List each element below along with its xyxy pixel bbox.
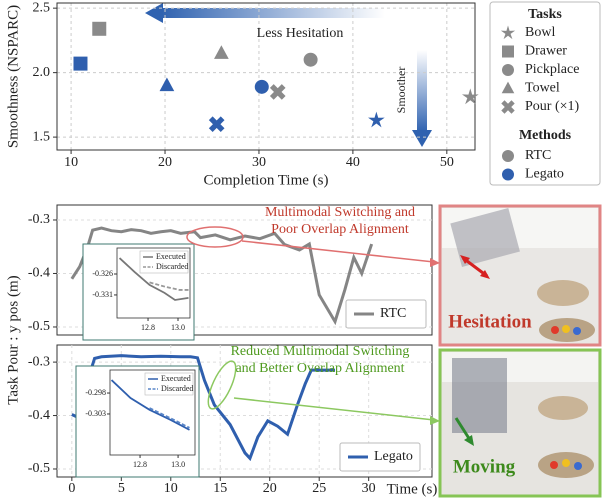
x-tick-label: 20 (158, 155, 172, 170)
point (214, 45, 229, 59)
legend-label: Discarded (161, 384, 193, 393)
legend-title: Methods (519, 128, 572, 143)
connector-head (430, 416, 440, 425)
connector (241, 240, 435, 263)
annotation: Reduced Multimodal Switching and Better O… (231, 344, 410, 376)
y-tick-label: -0.298 (85, 388, 106, 397)
legend-marker (501, 81, 515, 94)
legend-frame (489, 1, 601, 186)
x-tick-label: 15 (213, 481, 227, 496)
legend-marker (502, 168, 514, 181)
point (461, 88, 479, 105)
data-line (118, 257, 189, 301)
x-axis-label: Time (s) (387, 481, 438, 497)
legend-label: Legato (525, 167, 564, 182)
photo-label: Hesitation (448, 311, 532, 332)
y-tick-label: -0.331 (92, 290, 113, 299)
data-line (149, 407, 190, 429)
legend-marker (502, 45, 514, 58)
x-tick-label: 12.8 (141, 323, 155, 332)
legend-frame (345, 299, 427, 329)
x-tick-label: 40 (346, 155, 360, 170)
legend-frame (339, 442, 421, 472)
arrow-head (145, 3, 163, 23)
legend-label: Pour (×1) (525, 99, 580, 114)
legend-label: Towel (525, 81, 560, 96)
legend-label: Executed (156, 252, 186, 261)
y-tick-label: 1.5 (33, 129, 51, 144)
y-tick-label: -0.5 (28, 319, 50, 334)
legend-title: Tasks (528, 7, 562, 22)
legend-label: Bowl (525, 25, 555, 40)
x-tick-label: 13.0 (171, 460, 185, 469)
highlight (186, 226, 244, 248)
x-tick-label: 10 (164, 481, 178, 496)
legend-label: Drawer (525, 44, 567, 59)
photo-bottom (438, 348, 602, 498)
point (208, 116, 225, 133)
photo-label: Moving (453, 456, 516, 477)
x-tick-label: 5 (118, 481, 125, 496)
data-line (110, 379, 190, 431)
data-line (149, 281, 189, 291)
x-tick-label: 50 (440, 155, 454, 170)
y-tick-label: -0.4 (28, 266, 50, 281)
annotation: Less Hesitation (257, 26, 344, 41)
legend-marker (502, 150, 514, 162)
point (73, 56, 88, 71)
point (303, 52, 318, 67)
legend-label: Legato (374, 449, 413, 464)
highlight (207, 360, 237, 410)
x-tick-label: 30 (362, 481, 376, 496)
x-tick-label: 30 (252, 155, 266, 170)
legend-marker (500, 25, 516, 40)
x-tick-label: 25 (312, 481, 326, 496)
point (368, 111, 385, 128)
y-tick-label: -0.5 (28, 461, 50, 476)
x-axis-label: Completion Time (s) (203, 172, 328, 188)
point (159, 77, 175, 92)
connector-head (430, 258, 440, 267)
x-tick-label: 10 (64, 155, 78, 170)
y-tick-label: -0.3 (28, 354, 50, 369)
data-line (70, 226, 374, 326)
connector (233, 397, 435, 421)
plot-frame (56, 2, 476, 151)
x-tick-label: 12.8 (133, 460, 147, 469)
x-tick-label: 13.0 (171, 323, 185, 332)
legend-marker (502, 64, 514, 76)
arrow-body (160, 8, 385, 18)
arrow-body (417, 50, 427, 132)
y-tick-label: -0.3 (28, 212, 50, 227)
legend-label: RTC (525, 148, 551, 163)
y-tick-label: -0.326 (92, 269, 113, 278)
legend-label: Executed (161, 374, 191, 383)
legend-label: Discarded (156, 262, 188, 271)
point (254, 79, 269, 94)
point (92, 21, 107, 36)
annotation: Multimodal Switching and Poor Overlap Ali… (265, 205, 415, 237)
y-tick-label: 2.5 (33, 0, 51, 15)
annotation: Smoother (394, 67, 408, 114)
legend-label: Pickplace (525, 62, 579, 77)
y-tick-label: -0.303 (85, 409, 106, 418)
arrow-head (412, 130, 432, 147)
x-tick-label: 0 (68, 481, 75, 496)
y-tick-label: -0.4 (28, 408, 50, 423)
y-axis-label: Smoothness (NSPARC) (5, 5, 21, 148)
x-tick-label: 20 (263, 481, 277, 496)
point (269, 84, 286, 100)
legend-marker (501, 100, 515, 114)
y-axis-label: Task Pour : y pos (m) (5, 275, 21, 404)
legend-label: RTC (380, 306, 406, 321)
photo-top (438, 204, 602, 347)
y-tick-label: 2.0 (33, 65, 51, 80)
